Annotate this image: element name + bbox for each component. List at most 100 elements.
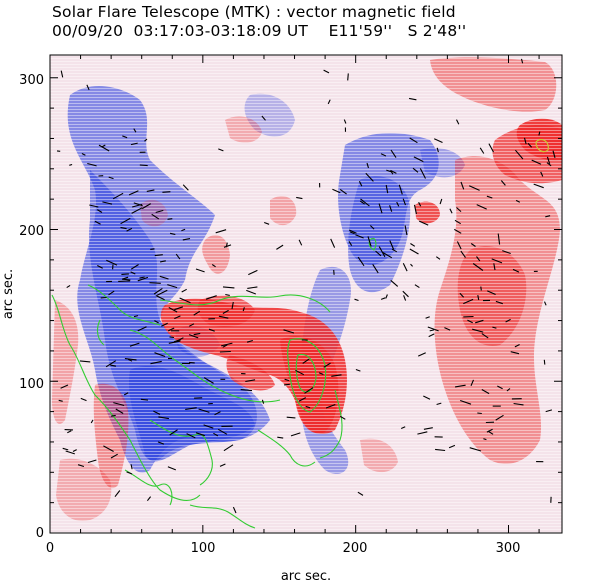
field-vector — [105, 360, 117, 368]
x-tick-label: 300 — [496, 541, 521, 556]
field-vector — [479, 147, 485, 154]
field-vector — [139, 276, 145, 279]
field-vector — [514, 344, 520, 348]
field-vector — [467, 319, 473, 324]
field-vector — [169, 429, 178, 436]
field-vector — [128, 190, 139, 196]
field-vector — [305, 405, 311, 409]
field-vector — [246, 339, 253, 343]
field-vector — [435, 256, 441, 260]
field-vector — [80, 397, 87, 402]
field-vector — [505, 318, 511, 323]
field-vector — [264, 221, 270, 225]
field-vector — [122, 135, 128, 139]
field-vector — [402, 290, 409, 298]
field-vector — [97, 209, 103, 213]
field-vector — [286, 416, 296, 419]
field-vector — [222, 344, 228, 348]
field-vector — [98, 144, 110, 152]
field-vector — [130, 464, 133, 470]
field-vector — [261, 399, 265, 404]
field-vector — [436, 402, 442, 406]
field-vector — [290, 432, 301, 437]
field-vector — [497, 385, 503, 390]
field-vector — [527, 142, 533, 148]
field-vector — [456, 207, 462, 213]
field-vector — [546, 156, 551, 164]
field-vector — [366, 162, 370, 169]
field-vector — [449, 208, 453, 214]
field-vector — [219, 350, 231, 353]
field-vector — [423, 427, 433, 430]
field-vector — [195, 432, 205, 437]
field-vector — [349, 231, 355, 235]
field-vector — [169, 336, 175, 339]
field-vector — [323, 362, 331, 368]
field-vector — [144, 138, 148, 142]
field-vector — [469, 447, 482, 452]
field-vector — [218, 148, 224, 152]
field-vector — [150, 360, 162, 365]
field-vector — [168, 307, 178, 313]
field-vector — [543, 359, 546, 365]
field-vector — [486, 428, 493, 433]
field-vector — [222, 309, 229, 314]
field-vector — [500, 180, 506, 186]
field-vector — [198, 408, 210, 413]
field-vector — [102, 201, 113, 205]
field-vector — [155, 209, 164, 214]
field-vector — [460, 399, 472, 405]
field-vector — [296, 196, 303, 200]
field-vector — [523, 137, 527, 145]
field-vector — [225, 293, 230, 296]
field-vector — [89, 204, 99, 208]
field-vector — [90, 419, 94, 424]
y-tick-label: 300 — [19, 73, 44, 88]
field-vector — [174, 315, 181, 320]
field-vector — [60, 384, 69, 389]
field-vector — [127, 358, 133, 362]
x-axis-title: arc sec. — [281, 569, 331, 584]
field-vector — [137, 326, 147, 332]
field-vector — [304, 387, 314, 394]
field-vector — [348, 241, 353, 246]
field-vector — [203, 424, 214, 429]
field-vector — [318, 372, 324, 376]
field-vector — [193, 332, 201, 336]
field-vector — [380, 153, 387, 157]
field-vector — [133, 315, 139, 318]
field-vector — [348, 229, 357, 234]
field-vector — [154, 352, 166, 358]
field-vector — [298, 397, 307, 402]
figure-subtitle: 00/09/20 03:17:03-03:18:09 UT E11'59'' S… — [52, 22, 466, 40]
field-vector — [140, 398, 149, 401]
field-vector — [481, 333, 489, 339]
field-vector — [404, 225, 408, 236]
field-vector — [427, 326, 439, 332]
field-vector — [552, 150, 556, 158]
field-vector — [372, 264, 379, 274]
field-vector — [151, 213, 160, 220]
field-vector — [477, 412, 482, 415]
field-vector — [428, 333, 435, 338]
y-tick-label: 100 — [19, 377, 44, 392]
field-vector — [502, 250, 511, 255]
field-vector — [185, 407, 197, 410]
field-vector — [211, 264, 216, 268]
field-vector — [408, 97, 417, 101]
field-vector — [472, 328, 484, 333]
field-vector — [375, 250, 382, 257]
field-vector — [121, 276, 129, 280]
field-vector — [327, 99, 331, 105]
field-vector — [154, 320, 159, 324]
field-vector — [248, 269, 258, 276]
field-vector — [179, 297, 191, 304]
field-vector — [133, 202, 143, 207]
field-vector — [188, 361, 195, 364]
field-vector — [126, 471, 133, 475]
field-vector — [277, 436, 284, 439]
field-vector — [113, 402, 125, 407]
field-vector — [492, 326, 497, 329]
x-tick-label: 200 — [343, 541, 368, 556]
